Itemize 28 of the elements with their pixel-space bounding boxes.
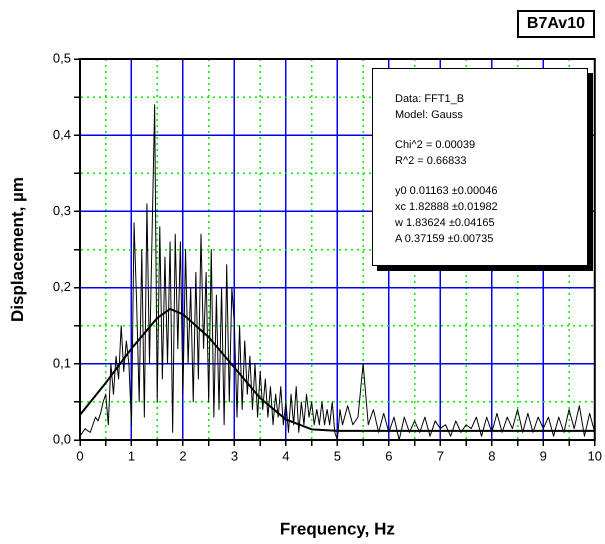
annotation: w 1.83624 ±0.04165 — [395, 216, 496, 231]
x-tick-label: 9 — [540, 448, 547, 464]
x-tick-label: 2 — [179, 448, 187, 464]
y-tick-label: 0,4 — [52, 126, 71, 142]
x-tick-label: 6 — [385, 448, 392, 464]
annotation: Data: FFT1_B — [395, 92, 466, 107]
x-tick-label: 7 — [436, 448, 444, 464]
y-tick-label: 0,1 — [52, 355, 71, 370]
chart-title: B7Av10 — [516, 10, 595, 38]
annotation: R^2 = 0.66833 — [395, 154, 468, 169]
x-tick-label: 8 — [488, 448, 496, 464]
x-tick-label: 10 — [588, 448, 602, 464]
x-axis-title: Frequency, Hz — [280, 519, 395, 538]
x-tick-label: 5 — [334, 448, 341, 464]
y-tick-label: 0,5 — [52, 50, 71, 66]
y-tick-label: 0,2 — [52, 279, 71, 294]
y-axis-title: Displacement, µm — [8, 177, 27, 322]
annotation: Chi^2 = 0.00039 — [395, 138, 476, 153]
x-tick-label: 1 — [128, 448, 136, 464]
x-tick-label: 3 — [230, 448, 238, 464]
annotation: xc 1.82888 ±0.01982 — [395, 200, 499, 215]
annotation: A 0.37159 ±0.00735 — [395, 232, 494, 247]
x-tick-label: 4 — [282, 448, 290, 464]
x-tick-label: 0 — [76, 448, 84, 464]
y-tick-label: 0,0 — [52, 432, 71, 447]
annotation: y0 0.01163 ±0.00046 — [395, 184, 498, 199]
y-tick-label: 0,3 — [52, 202, 71, 218]
annotation: Model: Gauss — [395, 108, 464, 123]
